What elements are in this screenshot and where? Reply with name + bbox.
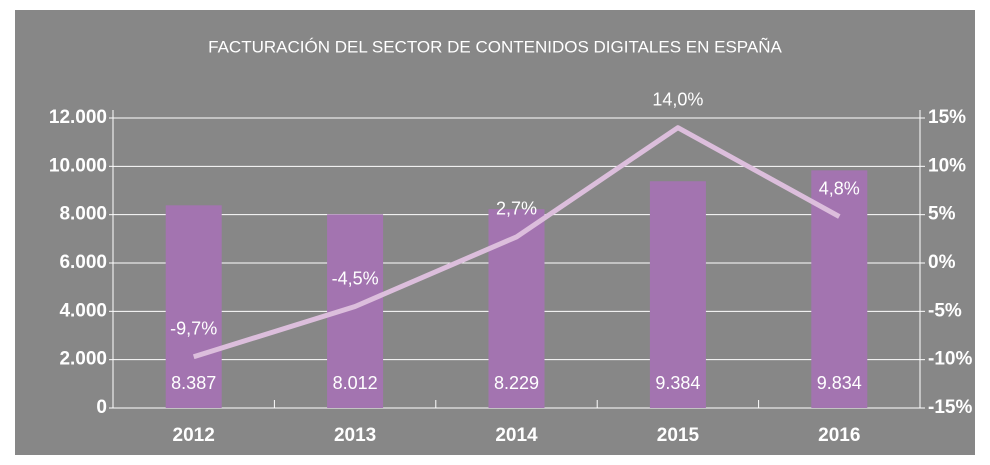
y-tick-label: 12.000: [49, 107, 107, 128]
y-tick-label: 8.000: [59, 204, 107, 225]
y-tick-label: 0: [96, 397, 107, 418]
bar-value-label: 8.012: [333, 373, 378, 393]
y-tick-label: 6.000: [59, 252, 107, 273]
x-tick-label: 2015: [657, 425, 700, 446]
bar-value-label: 9.384: [655, 373, 700, 393]
x-tick-label: 2014: [495, 425, 538, 446]
bar: [649, 181, 706, 408]
y-tick-label: 10.000: [49, 155, 107, 176]
y2-tick-label: 15%: [928, 107, 966, 128]
line-value-label: -4,5%: [332, 268, 379, 288]
y-tick-label: 4.000: [59, 300, 107, 321]
line: [192, 125, 841, 360]
bar: [165, 205, 222, 408]
x-tick-label: 2013: [334, 425, 376, 446]
line-value-label: -9,7%: [170, 319, 217, 339]
bar-value-label: 8.387: [171, 373, 216, 393]
chart-title: FACTURACIÓN DEL SECTOR DE CONTENIDOS DIG…: [208, 37, 782, 56]
y2-tick-label: -15%: [928, 397, 972, 418]
y-tick-label: 2.000: [59, 349, 107, 370]
line-value-label: 4,8%: [819, 178, 860, 198]
y2-tick-label: 10%: [928, 155, 966, 176]
bar-value-label: 9.834: [817, 373, 862, 393]
line-value-label: 2,7%: [496, 199, 537, 219]
y2-tick-label: -10%: [928, 349, 972, 370]
bar-value-label: 8.229: [494, 373, 539, 393]
y2-tick-label: -5%: [928, 300, 962, 321]
y2-tick-label: 5%: [928, 204, 956, 225]
line-value-label: 14,0%: [652, 89, 703, 109]
x-tick-label: 2012: [173, 425, 215, 446]
bar: [811, 170, 868, 408]
y2-tick-label: 0%: [928, 252, 956, 273]
x-tick-label: 2016: [818, 425, 860, 446]
